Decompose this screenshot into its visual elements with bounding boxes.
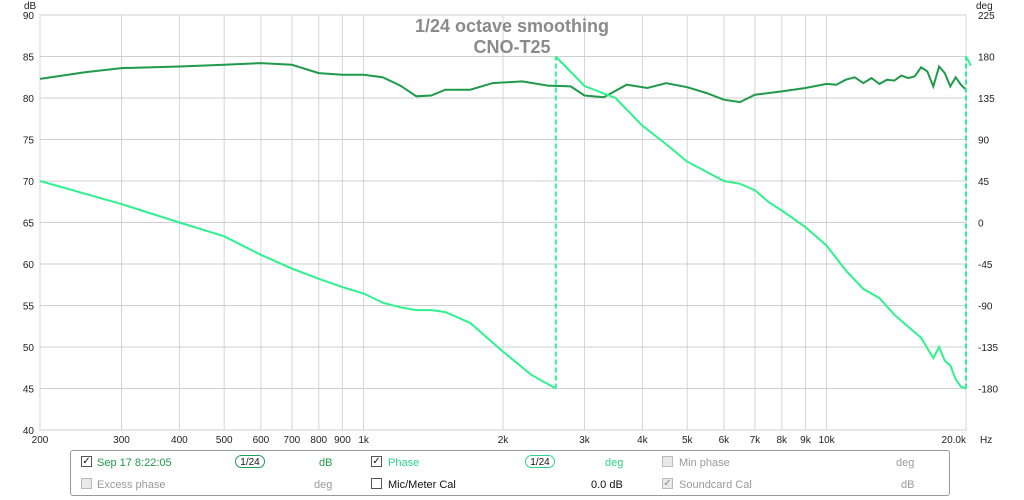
legend-row-2: Excess phase deg Mic/Meter Cal 0.0 dB ✓ … <box>71 476 949 496</box>
left-axis-tick-label: 80 <box>23 94 35 105</box>
right-axis-tick-label: 135 <box>978 94 995 105</box>
legend-panel: ✓ Sep 17 8:22:05 1/24 dB ✓ Phase 1/24 de… <box>70 450 950 496</box>
legend-row-1: ✓ Sep 17 8:22:05 1/24 dB ✓ Phase 1/24 de… <box>71 454 949 474</box>
x-axis-tick-label: 7k <box>750 435 762 446</box>
x-axis-tick-label: 1k <box>358 435 370 446</box>
left-axis-tick-label: 50 <box>23 343 35 354</box>
left-axis-tick-label: 85 <box>23 53 35 64</box>
soundcard-cal-checkbox[interactable]: ✓ <box>662 478 673 489</box>
x-axis-tick-label: 4k <box>637 435 649 446</box>
phase-series-line <box>39 180 557 390</box>
x-axis-tick-label: 20.0k <box>942 435 967 446</box>
excess-phase-unit: deg <box>314 479 333 491</box>
left-axis-tick-label: 55 <box>23 302 35 313</box>
excess-phase-checkbox[interactable] <box>81 478 92 489</box>
right-axis-unit: deg <box>976 1 993 12</box>
x-axis-tick-label: 600 <box>253 435 270 446</box>
x-axis-tick-labels: 200 300 400 500 600 700 800 900 1k 2k 3k 4k 5k 6k 7k 8k… <box>32 435 967 446</box>
x-axis-tick-label: 700 <box>284 435 301 446</box>
mic-meter-cal-label[interactable]: Mic/Meter Cal <box>388 479 456 491</box>
right-axis-tick-label: 90 <box>978 136 990 147</box>
phase-smoothing-badge[interactable]: 1/24 <box>525 455 555 468</box>
x-axis-tick-label: 10k <box>819 435 836 446</box>
left-axis-tick-label: 65 <box>23 219 35 230</box>
left-axis-tick-label: 90 <box>23 11 35 22</box>
x-axis-tick-label: 200 <box>32 435 49 446</box>
grid <box>39 14 967 431</box>
measurement-unit: dB <box>319 457 333 469</box>
right-axis-tick-label: -180 <box>978 385 998 396</box>
left-axis-unit: dB <box>24 1 37 12</box>
series-group <box>39 55 972 390</box>
right-axis-tick-label: -90 <box>978 302 993 313</box>
excess-phase-label[interactable]: Excess phase <box>97 479 166 491</box>
left-axis-tick-label: 40 <box>23 426 35 437</box>
min-phase-checkbox[interactable] <box>662 456 673 467</box>
mic-meter-cal-value: 0.0 dB <box>591 479 623 491</box>
x-axis-tick-label: 400 <box>171 435 188 446</box>
chart-title: 1/24 octave smoothing <box>415 16 609 36</box>
left-axis-tick-label: 75 <box>23 136 35 147</box>
phase-checkbox[interactable]: ✓ <box>371 456 382 467</box>
phase-label[interactable]: Phase <box>388 457 420 469</box>
x-axis-tick-label: 3k <box>579 435 591 446</box>
x-axis-tick-label: 8k <box>776 435 788 446</box>
left-axis-tick-labels: 40 45 50 55 60 65 70 75 80 85 90 <box>23 11 35 437</box>
spl-series-line <box>39 62 967 104</box>
x-axis-tick-label: 500 <box>216 435 233 446</box>
left-axis-tick-label: 45 <box>23 385 35 396</box>
x-axis-tick-label: 5k <box>682 435 694 446</box>
left-axis-tick-label: 70 <box>23 177 35 188</box>
measurement-checkbox[interactable]: ✓ <box>81 456 92 467</box>
right-axis-tick-label: 45 <box>978 177 990 188</box>
phase-unit: deg <box>605 457 624 469</box>
phase-series-line <box>965 56 972 67</box>
x-axis-tick-label: 900 <box>334 435 351 446</box>
left-axis-tick-label: 60 <box>23 260 35 271</box>
right-axis-tick-label: 180 <box>978 53 995 64</box>
right-axis-tick-label: 225 <box>978 11 995 22</box>
right-axis-tick-label: -45 <box>978 260 993 271</box>
min-phase-unit: deg <box>896 457 915 469</box>
x-axis-tick-label: 300 <box>113 435 130 446</box>
soundcard-cal-label[interactable]: Soundcard Cal <box>679 479 752 491</box>
x-axis-tick-label: 800 <box>310 435 327 446</box>
right-axis-tick-label: 0 <box>978 219 984 230</box>
mic-meter-cal-checkbox[interactable] <box>371 478 382 489</box>
measurement-label[interactable]: Sep 17 8:22:05 <box>97 457 172 469</box>
right-axis-tick-labels: -180 -135 -90 -45 0 45 90 135 180 225 <box>978 11 998 396</box>
chart: 40 45 50 55 60 65 70 75 80 85 90 -180 -135 -90 -45 0 45… <box>23 1 999 446</box>
chart-subtitle: CNO-T25 <box>473 37 550 57</box>
measurement-smoothing-badge[interactable]: 1/24 <box>235 455 265 468</box>
x-axis-tick-label: 2k <box>498 435 510 446</box>
phase-series-line <box>555 55 967 390</box>
x-axis-unit: Hz <box>980 435 992 446</box>
soundcard-cal-unit: dB <box>901 479 915 491</box>
min-phase-label[interactable]: Min phase <box>679 457 730 469</box>
x-axis-tick-label: 6k <box>719 435 731 446</box>
right-axis-tick-label: -135 <box>978 343 998 354</box>
x-axis-tick-label: 9k <box>800 435 812 446</box>
